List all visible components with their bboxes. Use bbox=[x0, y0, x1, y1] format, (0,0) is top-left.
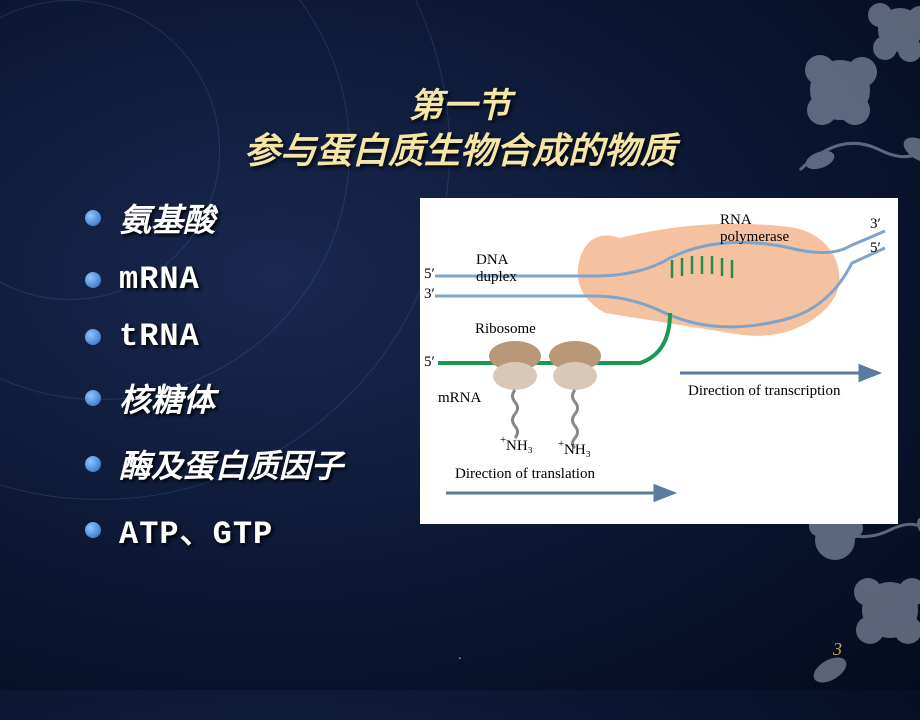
label-ribosome: Ribosome bbox=[475, 321, 536, 338]
label-dir-transcription: Direction of transcription bbox=[688, 383, 840, 400]
bullet-text: ATP、GTP bbox=[119, 507, 273, 553]
list-item: ATP、GTP bbox=[85, 507, 343, 553]
label-5prime: 5′ bbox=[870, 240, 881, 257]
bullet-icon bbox=[85, 522, 101, 538]
label-mrna: mRNA bbox=[438, 390, 481, 407]
label-5prime: 5′ bbox=[424, 354, 435, 371]
list-item: 核糖体 bbox=[85, 375, 343, 421]
bullet-icon bbox=[85, 329, 101, 345]
transcription-translation-diagram: RNApolymerase DNAduplex 5′ 3′ 3′ 5′ Ribo… bbox=[420, 198, 898, 524]
rna-polymerase-shape bbox=[578, 224, 840, 336]
peptide-chain-2 bbox=[573, 390, 578, 448]
label-3prime: 3′ bbox=[424, 286, 435, 303]
ribosome-1 bbox=[489, 341, 541, 390]
translation-arrow bbox=[446, 486, 673, 500]
label-rna-polymerase: RNApolymerase bbox=[720, 212, 789, 245]
label-dir-translation: Direction of translation bbox=[455, 466, 595, 483]
bullet-text: 氨基酸 bbox=[119, 195, 215, 241]
bullet-icon bbox=[85, 210, 101, 226]
label-dna-duplex: DNAduplex bbox=[476, 252, 517, 285]
label-nh3: NH₃ bbox=[564, 442, 591, 459]
label-5prime: 5′ bbox=[424, 266, 435, 283]
bullet-text: tRNA bbox=[119, 318, 200, 355]
bullet-icon bbox=[85, 456, 101, 472]
bullet-text: mRNA bbox=[119, 261, 200, 298]
bullet-icon bbox=[85, 272, 101, 288]
transcription-arrow bbox=[680, 366, 878, 380]
bullet-text: 核糖体 bbox=[119, 375, 215, 421]
list-item: 酶及蛋白质因子 bbox=[85, 441, 343, 487]
bullet-icon bbox=[85, 390, 101, 406]
page-number: 3 bbox=[833, 639, 842, 660]
ribosome-2 bbox=[549, 341, 601, 390]
peptide-chain-1 bbox=[513, 390, 518, 438]
list-item: tRNA bbox=[85, 318, 343, 355]
slide-title-line1: 第一节 bbox=[0, 78, 920, 127]
bullet-list: 氨基酸 mRNA tRNA 核糖体 酶及蛋白质因子 ATP、GTP bbox=[85, 195, 343, 573]
label-3prime: 3′ bbox=[870, 216, 881, 233]
footer-dot: . bbox=[458, 648, 462, 664]
list-item: mRNA bbox=[85, 261, 343, 298]
slide-title-line2: 参与蛋白质生物合成的物质 bbox=[0, 122, 920, 174]
list-item: 氨基酸 bbox=[85, 195, 343, 241]
label-nh3: NH₃ bbox=[506, 438, 533, 455]
bullet-text: 酶及蛋白质因子 bbox=[119, 441, 343, 487]
